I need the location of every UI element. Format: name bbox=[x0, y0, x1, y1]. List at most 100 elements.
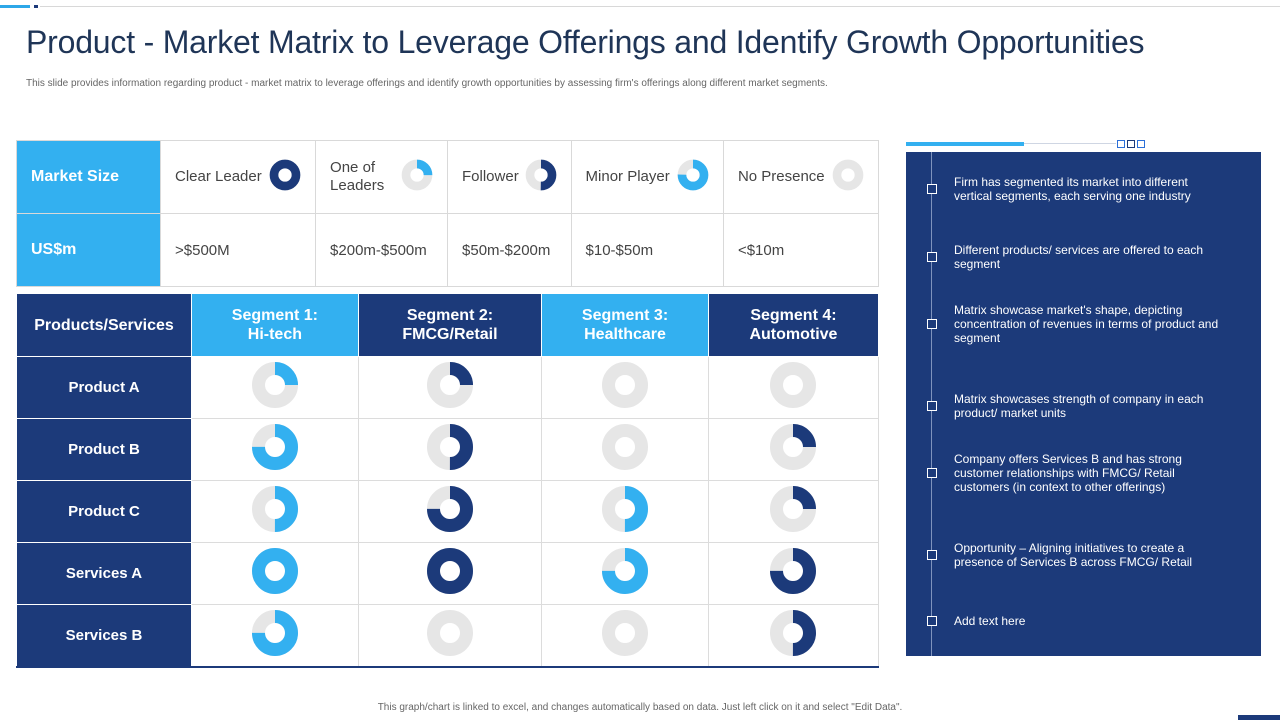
donut-indicator-icon bbox=[770, 548, 817, 594]
matrix-corner-header: Products/Services bbox=[16, 293, 192, 357]
donut-indicator-icon bbox=[770, 486, 817, 532]
matrix-cell bbox=[357, 356, 543, 419]
matrix-cell bbox=[357, 418, 543, 481]
matrix-row: Product A bbox=[16, 356, 880, 419]
legend-cell: No Presence bbox=[722, 140, 880, 214]
matrix-cell bbox=[707, 604, 880, 668]
panel-item-text: Different products/ services are offered… bbox=[954, 243, 1204, 271]
matrix-cell bbox=[707, 480, 880, 543]
donut-fill bbox=[770, 610, 817, 656]
donut-fill bbox=[770, 424, 817, 470]
legend-size-row: Market Size Clear Leader One of Leaders F… bbox=[16, 140, 880, 214]
donut-fill bbox=[251, 610, 298, 656]
segment-header: Segment 2: FMCG/Retail bbox=[357, 293, 543, 357]
donut-fill bbox=[602, 486, 649, 532]
segment-header: Segment 4: Automotive bbox=[707, 293, 880, 357]
donut-empty-icon bbox=[832, 159, 864, 191]
accent-bar bbox=[0, 5, 30, 8]
segment-name: Automotive bbox=[749, 326, 838, 343]
matrix-cell bbox=[541, 418, 709, 481]
matrix-cell bbox=[357, 480, 543, 543]
donut-fill bbox=[269, 159, 301, 191]
matrix-cell bbox=[191, 604, 359, 668]
donut-full-icon bbox=[269, 159, 301, 195]
legend-label: Minor Player bbox=[585, 168, 670, 185]
legend-table: Market Size Clear Leader One of Leaders F… bbox=[16, 140, 880, 287]
square-bullet-icon bbox=[927, 252, 937, 262]
donut-fill bbox=[677, 159, 709, 191]
donut-indicator-icon bbox=[251, 548, 298, 594]
row-label: Services A bbox=[16, 542, 192, 605]
donut-quarter-icon bbox=[401, 159, 433, 191]
matrix-cell bbox=[707, 356, 880, 419]
donut-half-icon bbox=[525, 159, 557, 195]
matrix-cell bbox=[541, 604, 709, 668]
donut-indicator-icon bbox=[251, 486, 298, 532]
row-label: Product B bbox=[16, 418, 192, 481]
legend-header-size: Market Size bbox=[16, 140, 161, 214]
donut-fill bbox=[401, 159, 433, 191]
square-bullet-icon bbox=[927, 319, 937, 329]
donut-indicator-icon bbox=[602, 610, 649, 656]
donut-fill bbox=[251, 548, 298, 594]
legend-range: $10-$50m bbox=[570, 213, 724, 287]
matrix-header-row: Products/Services Segment 1: Hi-tech Segm… bbox=[16, 293, 880, 357]
panel-item-text: Opportunity – Aligning initiatives to cr… bbox=[954, 541, 1193, 569]
top-divider bbox=[40, 6, 1280, 7]
legend-label: Follower bbox=[462, 168, 519, 185]
accent-bar-small bbox=[34, 5, 38, 8]
donut-indicator-icon bbox=[602, 548, 649, 594]
matrix-cell bbox=[541, 356, 709, 419]
segment-number: Segment 1: bbox=[231, 307, 319, 324]
matrix-cell bbox=[191, 480, 359, 543]
insights-panel: Firm has segmented its market into diffe… bbox=[906, 152, 1261, 656]
panel-item-text: Add text here bbox=[954, 614, 1026, 628]
legend-cell: Follower bbox=[447, 140, 572, 214]
donut-indicator-icon bbox=[770, 362, 817, 408]
page-subtitle: This slide provides information regardin… bbox=[26, 78, 828, 89]
donut-fill bbox=[602, 548, 649, 594]
square-icon bbox=[1137, 140, 1145, 148]
donut-indicator-icon bbox=[426, 486, 473, 532]
square-bullet-icon bbox=[927, 550, 937, 560]
donut-indicator-icon bbox=[426, 610, 473, 656]
legend-range: <$10m bbox=[722, 213, 880, 287]
matrix-cell bbox=[707, 418, 880, 481]
matrix-cell bbox=[191, 356, 359, 419]
donut-fill bbox=[426, 486, 473, 532]
footer-note: This graph/chart is linked to excel, and… bbox=[377, 702, 903, 713]
corner-accent-bar bbox=[1238, 715, 1280, 720]
legend-range: $200m-$500m bbox=[315, 213, 449, 287]
legend-money-row: US$m >$500M $200m-$500m $50m-$200m $10-$… bbox=[16, 213, 880, 287]
donut-fill bbox=[251, 486, 298, 532]
segment-name: Hi-tech bbox=[247, 326, 302, 343]
panel-item-text: Company offers Services B and has strong… bbox=[954, 452, 1182, 494]
row-label: Product C bbox=[16, 480, 192, 543]
donut-indicator-icon bbox=[426, 424, 473, 470]
donut-fill bbox=[525, 159, 556, 191]
donut-indicator-icon bbox=[251, 362, 298, 408]
legend-cell: Minor Player bbox=[570, 140, 724, 214]
segment-name: FMCG/Retail bbox=[402, 326, 498, 343]
donut-fill bbox=[426, 424, 473, 470]
matrix-cell bbox=[541, 480, 709, 543]
page-title: Product - Market Matrix to Leverage Offe… bbox=[26, 24, 1145, 60]
matrix-cell bbox=[191, 542, 359, 605]
panel-accent-line bbox=[1024, 143, 1116, 144]
donut-fill bbox=[426, 548, 473, 594]
donut-indicator-icon bbox=[251, 610, 298, 656]
legend-cell: Clear Leader bbox=[159, 140, 317, 214]
legend-label: No Presence bbox=[737, 168, 825, 185]
donut-indicator-icon bbox=[602, 362, 649, 408]
donut-indicator-icon bbox=[770, 610, 817, 656]
matrix-row: Services A bbox=[16, 542, 880, 605]
square-icon bbox=[1117, 140, 1125, 148]
segment-number: Segment 2: bbox=[406, 307, 494, 324]
donut-quarter-icon bbox=[401, 159, 433, 195]
legend-cell: One of Leaders bbox=[315, 140, 449, 214]
panel-accent-bar bbox=[906, 142, 1024, 146]
donut-fill bbox=[770, 486, 817, 532]
donut-fill bbox=[426, 362, 473, 408]
matrix-row: Product B bbox=[16, 418, 880, 481]
product-market-matrix: Products/Services Segment 1: Hi-tech Segm… bbox=[16, 293, 880, 668]
